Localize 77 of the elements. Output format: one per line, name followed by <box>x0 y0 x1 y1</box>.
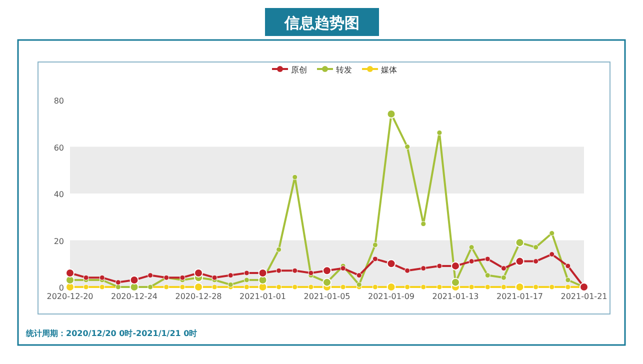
point <box>340 266 346 272</box>
point <box>533 244 539 250</box>
x-tick-label: 2021-01-05 <box>304 292 350 301</box>
point <box>484 256 490 262</box>
point <box>533 284 539 290</box>
point <box>404 268 410 274</box>
point <box>244 270 250 276</box>
point <box>244 277 250 283</box>
point <box>340 284 346 290</box>
point <box>308 270 314 276</box>
point <box>228 272 234 278</box>
point <box>164 284 170 290</box>
point <box>292 174 298 180</box>
point <box>533 258 539 264</box>
x-tick-label: 2020-12-24 <box>111 292 158 301</box>
point <box>436 130 442 136</box>
point <box>212 274 218 280</box>
point <box>356 272 362 278</box>
point <box>468 258 474 264</box>
point <box>276 284 282 290</box>
point <box>148 272 154 278</box>
legend-label: 原创 <box>291 66 307 74</box>
point <box>420 266 426 272</box>
point <box>484 284 490 290</box>
point <box>180 284 186 290</box>
y-tick-label: 40 <box>54 190 64 199</box>
point <box>468 284 474 290</box>
point <box>99 284 105 290</box>
point <box>549 284 555 290</box>
point <box>180 274 186 280</box>
y-tick-label: 0 <box>58 284 64 292</box>
legend-label: 转发 <box>336 66 352 74</box>
point <box>276 268 282 274</box>
point <box>212 284 218 290</box>
point <box>549 230 555 236</box>
point <box>292 268 298 274</box>
point <box>99 274 105 280</box>
point <box>404 144 410 150</box>
point <box>372 284 378 290</box>
point <box>484 272 490 278</box>
point <box>565 284 571 290</box>
point <box>276 246 282 252</box>
point <box>420 284 426 290</box>
point <box>292 284 298 290</box>
point <box>228 282 234 288</box>
point <box>308 284 314 290</box>
x-tick-label: 2020-12-20 <box>46 292 94 301</box>
point <box>500 284 506 290</box>
point <box>436 284 442 290</box>
point <box>500 266 506 272</box>
point <box>404 284 410 290</box>
point <box>244 284 250 290</box>
point <box>356 282 362 288</box>
point <box>565 263 571 269</box>
x-tick-label: 2021-01-09 <box>368 292 414 301</box>
point <box>549 252 555 258</box>
point <box>468 244 474 250</box>
text: 统计周期：2020/12/20 0时-2021/1/21 0时 <box>25 329 198 338</box>
y-tick-label: 60 <box>54 143 64 152</box>
point <box>420 221 426 227</box>
y-tick-label: 20 <box>54 236 64 246</box>
point <box>372 256 378 262</box>
point <box>83 284 89 290</box>
x-tick-label: 2021-01-01 <box>240 292 286 301</box>
x-tick-label: 2021-01-13 <box>432 292 479 301</box>
point <box>565 277 571 283</box>
x-tick-label: 2020-12-28 <box>175 292 222 301</box>
legend-label: 媒体 <box>381 66 397 74</box>
y-tick-label: 80 <box>54 96 64 106</box>
x-tick-label: 2021-01-21 <box>560 292 608 301</box>
point <box>372 242 378 248</box>
point <box>83 274 89 280</box>
point <box>436 263 442 269</box>
point <box>500 274 506 280</box>
x-tick-label: 2021-01-17 <box>496 292 543 301</box>
chart-title: 信息趋势图 <box>284 14 360 32</box>
point <box>115 280 121 286</box>
